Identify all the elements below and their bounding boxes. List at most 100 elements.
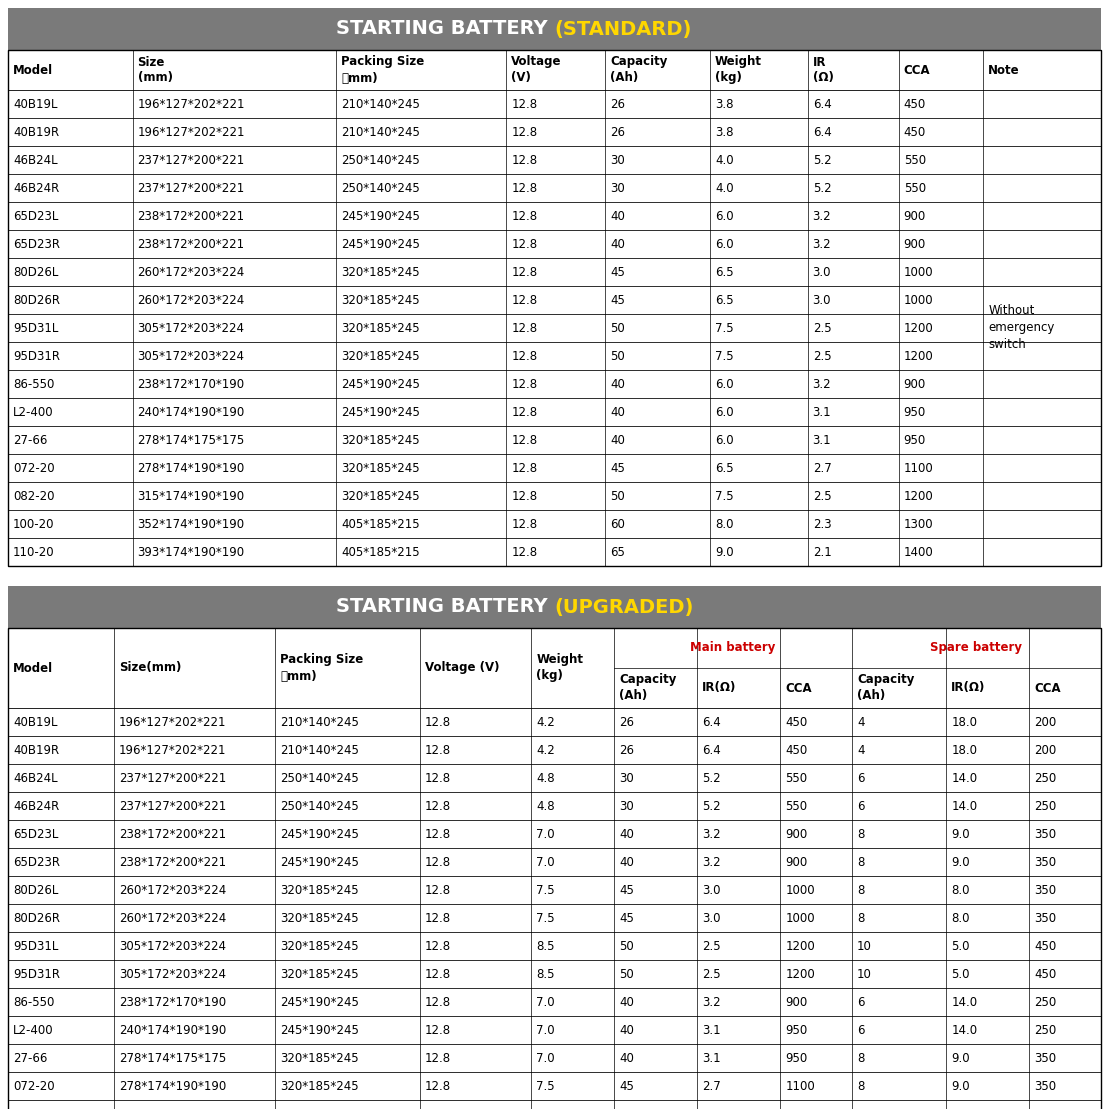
Text: Main battery: Main battery [691, 641, 776, 654]
Text: 3.0: 3.0 [702, 912, 721, 925]
Text: 5.2: 5.2 [702, 800, 721, 813]
Bar [8, 1016, 1101, 1044]
Text: 450: 450 [785, 743, 807, 756]
Text: 110-20: 110-20 [13, 546, 54, 559]
Text: CCA: CCA [1035, 682, 1061, 694]
Text: 30: 30 [619, 772, 634, 784]
Text: 12.8: 12.8 [511, 182, 538, 194]
Text: 40B19L: 40B19L [13, 715, 58, 729]
Text: 12.8: 12.8 [425, 884, 451, 896]
Text: 12.8: 12.8 [511, 98, 538, 111]
Text: Weight
(kg): Weight (kg) [715, 55, 762, 84]
Text: 1300: 1300 [904, 518, 934, 530]
Text: 900: 900 [904, 210, 926, 223]
Bar [8, 258, 1101, 286]
Text: 30: 30 [610, 182, 625, 194]
Text: 3.2: 3.2 [813, 210, 832, 223]
Text: 40: 40 [610, 237, 625, 251]
Text: 5.2: 5.2 [813, 182, 832, 194]
Text: 95D31R: 95D31R [13, 349, 60, 363]
Text: 12.8: 12.8 [511, 489, 538, 502]
Text: 320*185*245: 320*185*245 [342, 434, 420, 447]
Text: 12.8: 12.8 [425, 772, 451, 784]
Text: 40B19R: 40B19R [13, 743, 59, 756]
Text: Capacity
(Ah): Capacity (Ah) [619, 673, 676, 702]
Text: 12.8: 12.8 [425, 715, 451, 729]
Text: 7.0: 7.0 [536, 996, 554, 1008]
Text: 12.8: 12.8 [425, 939, 451, 953]
Text: 7.5: 7.5 [715, 322, 733, 335]
Text: 3.0: 3.0 [813, 294, 831, 306]
Text: 40: 40 [619, 996, 634, 1008]
Text: 30: 30 [619, 800, 634, 813]
Text: Packing Size
（mm): Packing Size （mm) [342, 55, 425, 84]
Bar [8, 50, 1101, 566]
Text: 12.8: 12.8 [511, 434, 538, 447]
Text: 250: 250 [1035, 996, 1057, 1008]
Bar [8, 426, 1101, 454]
Text: 10: 10 [857, 967, 872, 980]
Text: 550: 550 [904, 153, 926, 166]
Text: 4.2: 4.2 [536, 715, 554, 729]
Text: 12.8: 12.8 [425, 1079, 451, 1092]
Text: 12.8: 12.8 [511, 237, 538, 251]
Text: 12.8: 12.8 [511, 210, 538, 223]
Bar [8, 1044, 1101, 1072]
Text: 40: 40 [619, 855, 634, 868]
Text: 7.0: 7.0 [536, 855, 554, 868]
Text: 45: 45 [619, 1079, 634, 1092]
Text: 350: 350 [1035, 1051, 1057, 1065]
Text: 305*172*203*224: 305*172*203*224 [138, 322, 245, 335]
Text: 45: 45 [610, 461, 625, 475]
Text: 320*185*245: 320*185*245 [281, 884, 359, 896]
Text: Model: Model [13, 661, 53, 674]
Text: 4.2: 4.2 [536, 743, 554, 756]
Text: 550: 550 [904, 182, 926, 194]
Text: 8.5: 8.5 [536, 967, 554, 980]
Text: 12.8: 12.8 [425, 1024, 451, 1037]
Text: 2.7: 2.7 [813, 461, 832, 475]
Text: 14.0: 14.0 [952, 800, 977, 813]
Text: CCA: CCA [785, 682, 812, 694]
Text: 320*185*245: 320*185*245 [342, 294, 420, 306]
Text: 450: 450 [904, 98, 926, 111]
Text: Size
(mm): Size (mm) [138, 55, 173, 84]
Text: 950: 950 [904, 406, 926, 418]
Text: 6: 6 [857, 1024, 864, 1037]
Text: 1000: 1000 [904, 294, 934, 306]
Text: 100-20: 100-20 [13, 518, 54, 530]
Text: Size(mm): Size(mm) [119, 661, 181, 674]
Text: 14.0: 14.0 [952, 996, 977, 1008]
Bar [8, 988, 1101, 1016]
Text: 80D26L: 80D26L [13, 265, 59, 278]
Text: 65: 65 [610, 546, 625, 559]
Text: Note: Note [988, 63, 1020, 77]
Text: 3.1: 3.1 [702, 1051, 721, 1065]
Text: 238*172*170*190: 238*172*170*190 [119, 996, 226, 1008]
Text: 250*140*245: 250*140*245 [281, 800, 359, 813]
Text: 3.1: 3.1 [813, 434, 832, 447]
Text: 65D23R: 65D23R [13, 237, 60, 251]
Text: 27-66: 27-66 [13, 434, 48, 447]
Bar [8, 848, 1101, 876]
Text: 95D31L: 95D31L [13, 322, 59, 335]
Text: 50: 50 [619, 939, 634, 953]
Text: 350: 350 [1035, 827, 1057, 841]
Bar [8, 904, 1101, 932]
Text: 40: 40 [610, 434, 625, 447]
Text: 393*174*190*190: 393*174*190*190 [138, 546, 245, 559]
Text: 3.2: 3.2 [813, 377, 832, 390]
Text: 320*185*245: 320*185*245 [281, 967, 359, 980]
Text: 4.8: 4.8 [536, 800, 554, 813]
Text: 1200: 1200 [785, 967, 815, 980]
Text: 50: 50 [610, 322, 625, 335]
Text: 18.0: 18.0 [952, 743, 977, 756]
Text: 3.2: 3.2 [702, 855, 721, 868]
Text: 450: 450 [904, 125, 926, 139]
Text: 45: 45 [619, 912, 634, 925]
Text: 12.8: 12.8 [511, 518, 538, 530]
Text: 4.0: 4.0 [715, 182, 733, 194]
Text: IR
(Ω): IR (Ω) [813, 55, 834, 84]
Text: 12.8: 12.8 [511, 294, 538, 306]
Text: 7.5: 7.5 [536, 1108, 554, 1109]
